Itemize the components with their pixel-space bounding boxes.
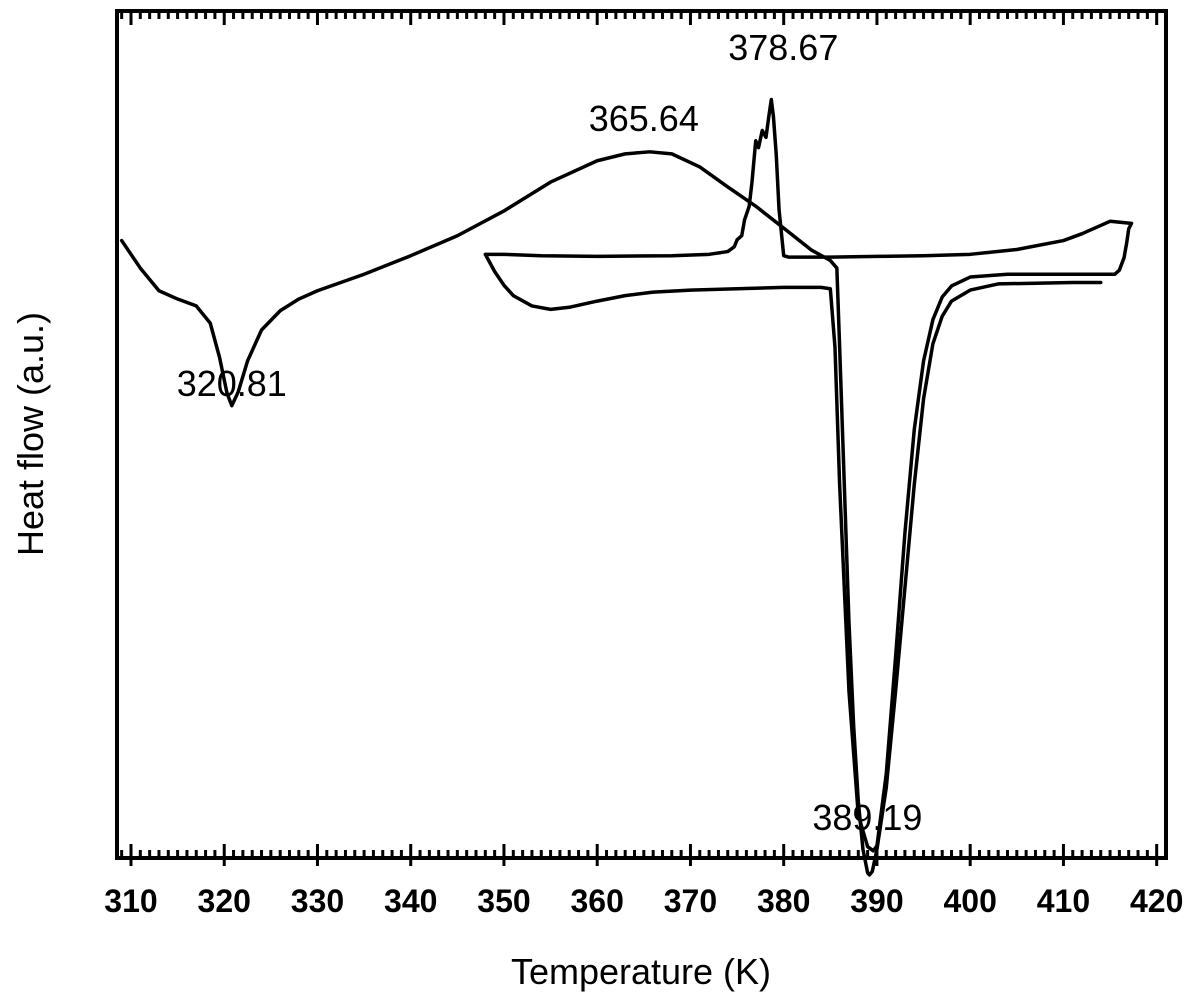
x-tick-label: 410 [1037,883,1090,919]
x-tick-label: 320 [198,883,251,919]
y-axis-title: Heat flow (a.u.) [10,312,51,556]
x-axis-title: Temperature (K) [511,951,771,992]
series-layer [119,97,1134,877]
x-tick-label: 400 [943,883,996,919]
series-1-line [119,150,1103,877]
x-tick-label: 360 [571,883,624,919]
plot-frame [115,9,1168,860]
x-tick-label: 350 [477,883,530,919]
x-tick-label: 380 [757,883,810,919]
x-tick-labels: 310 320 330 340 350 360 370 380 390 400 410 420 [104,883,1183,919]
x-tick-label: 420 [1130,883,1183,919]
axis-ticks [120,11,1168,866]
x-tick-label: 390 [850,883,903,919]
peak-annotation: 320.81 [177,363,287,404]
peak-annotation: 389.19 [812,797,922,838]
annotations: 320.81 365.64 378.67 389.19 [177,27,923,838]
peak-annotation: 378.67 [728,27,838,68]
series-2-line [483,97,1134,853]
peak-annotation: 365.64 [589,98,699,139]
x-tick-label: 310 [104,883,157,919]
x-tick-label: 340 [384,883,437,919]
x-tick-label: 330 [291,883,344,919]
x-tick-label: 370 [664,883,717,919]
